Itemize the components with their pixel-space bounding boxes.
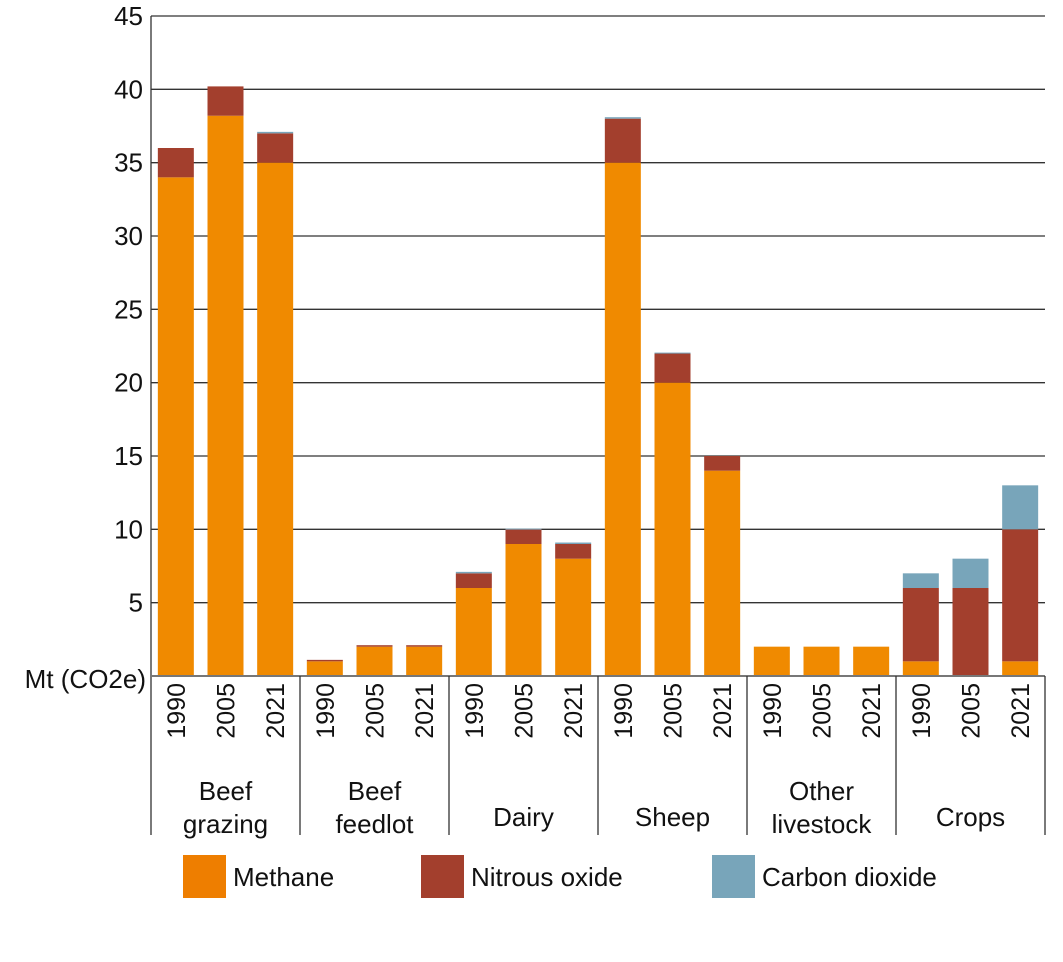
legend-label: Nitrous oxide <box>471 862 623 892</box>
bar-nitrous-oxide <box>1002 529 1039 662</box>
legend-label: Carbon dioxide <box>762 862 937 892</box>
year-tick-label: 1990 <box>461 683 489 739</box>
bar-carbon-dioxide <box>902 573 939 588</box>
bar-methane <box>505 544 542 676</box>
bar-methane <box>1002 661 1039 676</box>
bar-methane <box>257 162 294 676</box>
year-tick-label: 1990 <box>312 683 340 739</box>
bar-carbon-dioxide <box>1002 485 1039 530</box>
bar-methane <box>306 661 343 676</box>
bar-nitrous-oxide <box>604 118 641 163</box>
year-tick-label: 2021 <box>262 683 290 739</box>
y-tick-label: 40 <box>114 74 143 104</box>
year-tick-label: 2005 <box>660 683 688 739</box>
bar-methane <box>853 646 890 676</box>
bar-methane <box>803 646 840 676</box>
bar-nitrous-oxide <box>207 86 244 116</box>
bar-nitrous-oxide <box>704 456 741 471</box>
bar-nitrous-oxide <box>902 588 939 662</box>
legend-swatch <box>421 855 464 898</box>
group-label: Dairy <box>493 802 554 832</box>
year-tick-label: 2021 <box>1007 683 1035 739</box>
bar-methane <box>753 646 790 676</box>
year-tick-label: 2005 <box>362 683 390 739</box>
bar-nitrous-oxide <box>555 544 592 559</box>
bar-methane <box>555 558 592 676</box>
y-tick-label: 30 <box>114 221 143 251</box>
group-label: Other <box>789 776 854 806</box>
y-tick-label: 25 <box>114 294 143 324</box>
bar-nitrous-oxide <box>306 659 343 662</box>
bar-carbon-dioxide <box>604 117 641 119</box>
bar-methane <box>604 162 641 676</box>
year-tick-label: 2005 <box>958 683 986 739</box>
group-label: grazing <box>183 809 268 839</box>
bar-carbon-dioxide <box>555 542 592 544</box>
bar-nitrous-oxide <box>952 588 989 676</box>
bar-nitrous-oxide <box>257 133 294 163</box>
bar-nitrous-oxide <box>505 529 542 544</box>
axes <box>150 16 1046 835</box>
y-tick-label: 10 <box>114 514 143 544</box>
bar-methane <box>406 646 443 676</box>
bar-methane <box>157 177 194 677</box>
year-tick-label: 1990 <box>610 683 638 739</box>
group-label: livestock <box>772 809 873 839</box>
year-tick-label: 2021 <box>709 683 737 739</box>
legend-label: Methane <box>233 862 334 892</box>
y-tick-label: 20 <box>114 368 143 398</box>
bar-carbon-dioxide <box>654 352 691 354</box>
bar-nitrous-oxide <box>356 645 393 647</box>
bar-methane <box>455 588 492 676</box>
bar-carbon-dioxide <box>505 528 542 530</box>
year-tick-label: 1990 <box>163 683 191 739</box>
legend-swatch <box>712 855 755 898</box>
bar-carbon-dioxide <box>952 558 989 588</box>
bar-carbon-dioxide <box>257 131 294 134</box>
year-tick-label: 2021 <box>858 683 886 739</box>
bars <box>157 86 1039 677</box>
year-tick-label: 1990 <box>759 683 787 739</box>
legend-swatch <box>183 855 226 898</box>
bar-nitrous-oxide <box>654 353 691 383</box>
legend: Methane Nitrous oxide Carbon dioxide <box>183 855 937 898</box>
bar-nitrous-oxide <box>406 645 443 647</box>
y-tick-label: 15 <box>114 441 143 471</box>
y-tick-label: 35 <box>114 148 143 178</box>
bar-carbon-dioxide <box>455 571 492 574</box>
group-label: Crops <box>936 802 1005 832</box>
year-tick-label: 2005 <box>511 683 539 739</box>
year-tick-label: 2005 <box>213 683 241 739</box>
bar-methane <box>356 646 393 676</box>
group-label: Beef <box>199 776 253 806</box>
y-axis-label: Mt (CO2e) <box>25 664 146 694</box>
bar-methane <box>704 470 741 676</box>
axis-labels: Mt (CO2e) 5 10 15 20 25 30 35 40 45 1990 2005 2021 B… <box>25 1 1036 839</box>
bar-methane <box>902 661 939 676</box>
bar-methane <box>207 115 244 676</box>
bar-methane <box>654 382 691 676</box>
gridlines <box>151 15 1045 604</box>
year-tick-label: 2021 <box>411 683 439 739</box>
bar-nitrous-oxide <box>157 148 194 178</box>
group-label: Sheep <box>635 802 710 832</box>
bar-nitrous-oxide <box>455 573 492 588</box>
year-tick-label: 2021 <box>560 683 588 739</box>
y-tick-label: 5 <box>129 588 143 618</box>
year-tick-label: 2005 <box>809 683 837 739</box>
year-tick-label: 1990 <box>908 683 936 739</box>
group-label: Beef <box>348 776 402 806</box>
y-tick-label: 45 <box>114 1 143 31</box>
group-label: feedlot <box>335 809 414 839</box>
